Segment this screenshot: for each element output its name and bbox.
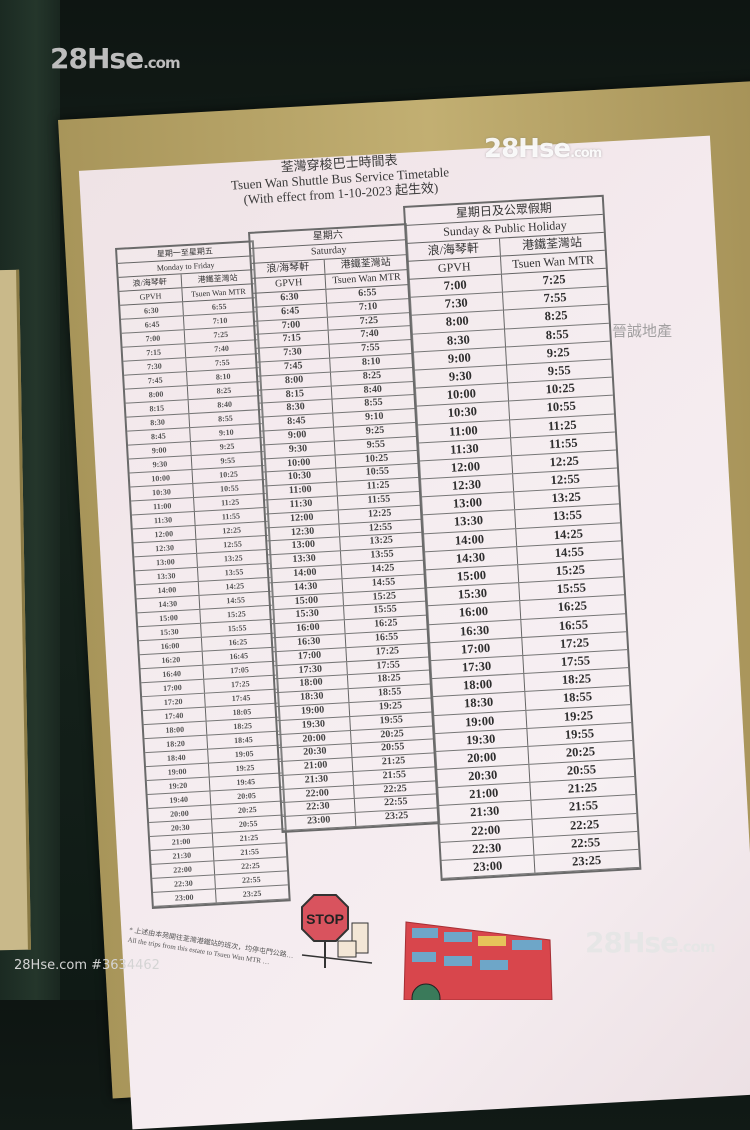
double-decker-bus-icon	[403, 921, 553, 1000]
watermark-brand: 28Hse	[585, 926, 679, 959]
watermark-domain: .com	[143, 54, 181, 72]
watermark-brand: 28Hse	[484, 134, 571, 164]
watermark-brand: 28Hse	[50, 42, 144, 75]
watermark-top-left: 28Hse.com	[50, 42, 181, 75]
gpvh-departure: 23:00	[153, 889, 217, 906]
sunday-timetable: 星期日及公眾假期 Sunday & Public Holiday 浪/海琴軒 港鐵…	[403, 194, 642, 882]
watermark-domain: .com	[570, 146, 602, 161]
watermark-listing-id: 28Hse.com #3634462	[14, 958, 160, 973]
watermark-bottom-right: 28Hse.com	[585, 926, 716, 959]
watermark-agency: 晉誠地產	[612, 322, 673, 340]
watermark-domain: .com	[678, 938, 716, 956]
stop-sign-icon: STOP	[301, 894, 373, 968]
gpvh-departure: 23:00	[282, 813, 356, 831]
gpvh-departure: 23:00	[441, 855, 535, 879]
watermark-center: 28Hse.com	[484, 134, 602, 164]
sunday-rows: 7:00 7:25 7:30 7:55 8:00 8:25 8:30 8:55 9:00 9:25…	[409, 268, 640, 880]
mtr-departure: 23:25	[242, 888, 262, 899]
saturday-rows: 6:30 6:55 6:45 7:10 7:00 7:25 7:15 7:40 7:30 7:55…	[253, 285, 439, 832]
stop-sign-text: STOP	[306, 911, 344, 927]
